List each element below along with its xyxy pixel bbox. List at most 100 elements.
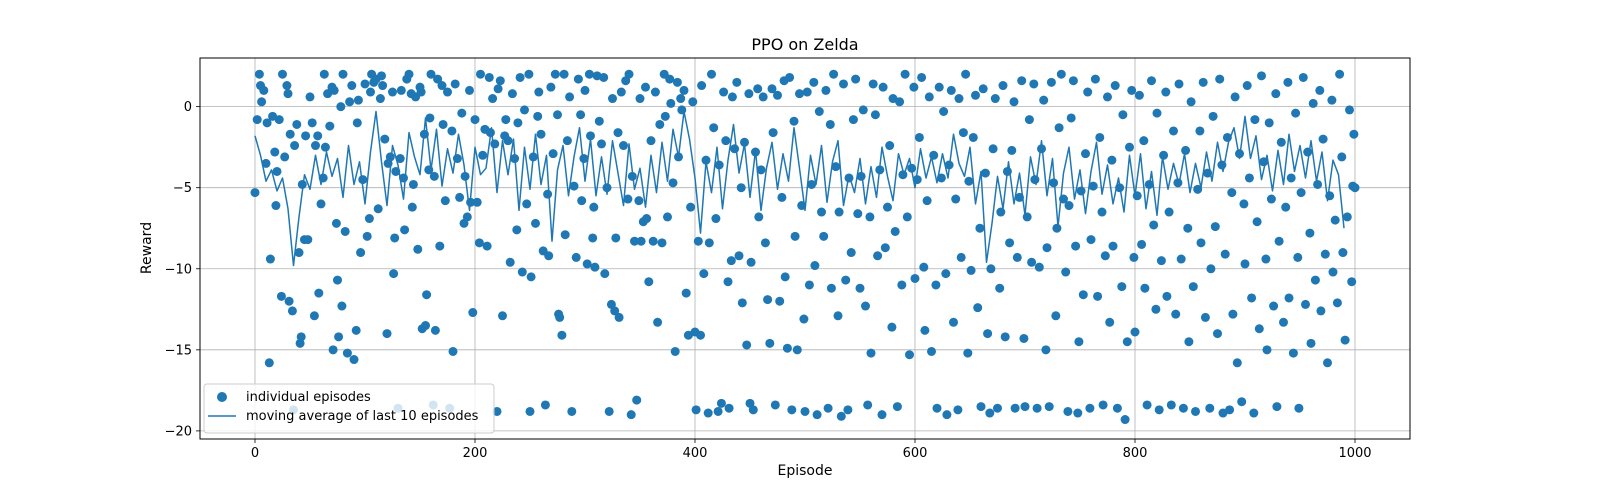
scatter-point [878,82,888,92]
scatter-point [505,257,515,267]
scatter-point [1283,77,1293,87]
scatter-point [920,325,930,335]
scatter-point [422,290,432,300]
scatter-point [1181,145,1191,155]
scatter-point [623,194,633,204]
scatter-point [917,72,927,82]
scatter-point [524,69,534,79]
scatter-point [1316,306,1326,316]
scatter-point [1154,405,1164,415]
scatter-point [351,325,361,335]
scatter-point [1264,118,1274,128]
scatter-point [1200,312,1210,322]
scatter-point [754,212,764,222]
scatter-point [1151,304,1161,314]
x-tick-label: 200 [463,446,488,461]
scatter-point [877,410,887,420]
scatter-point [986,264,996,274]
scatter-point [559,69,569,79]
scatter-point [1049,178,1059,188]
scatter-point [823,403,833,413]
scatter-point [655,119,665,129]
scatter-point [890,226,900,236]
scatter-point [1073,408,1083,418]
scatter-point [611,233,621,243]
scatter-point [1159,150,1169,160]
scatter-point [1220,249,1230,259]
scatter-point [433,74,443,84]
scatter-point [435,241,445,251]
scatter-point [825,119,835,129]
scatter-point [280,152,290,162]
scatter-point [462,212,472,222]
scatter-point [389,269,399,279]
scatter-point [711,214,721,224]
scatter-point [964,176,974,186]
scatter-point [978,84,988,94]
scatter-point [352,118,362,128]
scatter-point [544,251,554,261]
scatter-point [624,69,634,79]
scatter-point [1298,72,1308,82]
scatter-point [1198,77,1208,87]
scatter-point [1152,108,1162,118]
y-tick-label: −20 [165,424,192,439]
scatter-point [1327,95,1337,105]
scatter-point [313,131,323,141]
scatter-point [1335,69,1345,79]
scatter-point [1183,223,1193,233]
scatter-point [795,89,804,99]
legend-label-moving-average: moving average of last 10 episodes [246,409,479,424]
scatter-point [956,252,966,262]
scatter-point [924,92,934,102]
chart-title: PPO on Zelda [751,35,858,54]
scatter-point [1052,223,1062,233]
scatter-point [885,141,895,151]
scatter-point [311,141,320,151]
scatter-point [770,400,780,410]
scatter-point [1213,329,1222,339]
scatter-point [362,231,372,241]
scatter-point [1171,309,1181,319]
scatter-point [1227,188,1237,198]
scatter-point [382,329,392,339]
scatter-point [1288,348,1298,358]
scatter-point [284,296,294,306]
scatter-point [426,69,436,79]
scatter-point [934,82,944,92]
scatter-point [325,121,335,131]
scatter-point [821,85,831,95]
scatter-point [1120,415,1130,425]
scatter-point [1078,290,1088,300]
scatter-point [939,107,949,117]
scatter-point [380,134,390,144]
scatter-point [349,355,359,365]
scatter-point [276,291,286,301]
scatter-point [1347,277,1357,287]
scatter-point [501,115,511,125]
scatter-point [515,72,525,82]
scatter-point [802,87,812,97]
scatter-point [366,87,375,97]
scatter-point [290,141,300,151]
scatter-point [657,238,667,248]
scatter-point [543,189,553,199]
scatter-point [1345,105,1354,115]
scatter-point [577,196,587,206]
scatter-point [922,196,932,206]
y-tick-label: −15 [165,343,192,358]
scatter-point [696,330,705,340]
scatter-point [264,358,274,368]
scatter-point [1303,147,1313,157]
scatter-point [588,233,598,243]
scatter-point [1276,137,1286,147]
legend-label-individual-episodes: individual episodes [246,390,371,405]
scatter-point [799,314,809,324]
scatter-point [468,308,478,318]
scatter-point [531,218,540,228]
scatter-point [259,85,269,95]
scatter-point [358,175,368,185]
scatter-point [635,94,645,104]
x-tick-label: 1000 [1338,446,1371,461]
